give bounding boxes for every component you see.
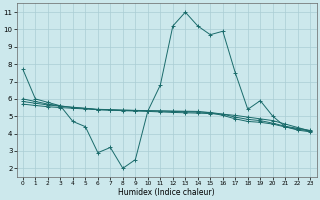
X-axis label: Humidex (Indice chaleur): Humidex (Indice chaleur) [118,188,215,197]
